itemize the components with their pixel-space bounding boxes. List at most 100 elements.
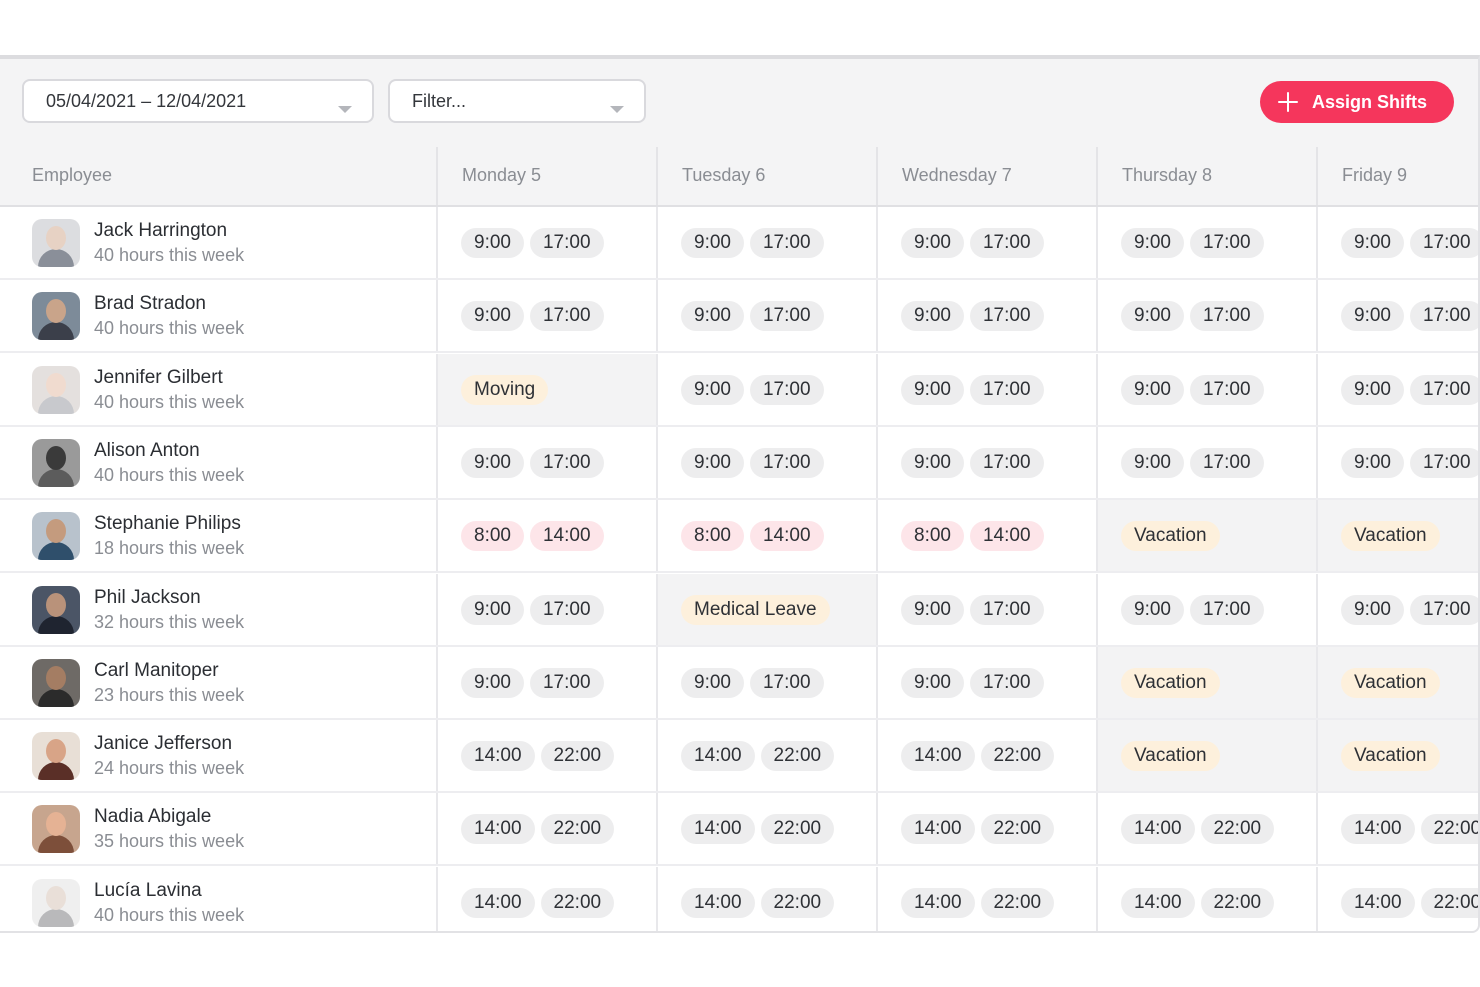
shift-start-chip[interactable]: 9:00	[901, 594, 964, 625]
shift-cell[interactable]: 9:00 17:00	[1098, 207, 1318, 278]
shift-cell[interactable]: 14:00 22:00	[878, 793, 1098, 865]
shift-end-chip[interactable]: 17:00	[1189, 594, 1264, 625]
shift-start-chip[interactable]: 14:00	[1341, 887, 1415, 918]
shift-start-chip[interactable]: 14:00	[1341, 814, 1415, 845]
shift-cell[interactable]: 14:00 22:00	[1098, 866, 1318, 931]
employee-cell[interactable]: Phil Jackson 32 hours this week	[0, 573, 438, 645]
shift-end-chip[interactable]: 17:00	[1189, 228, 1264, 258]
shift-start-chip[interactable]: 9:00	[1341, 447, 1404, 478]
employee-cell[interactable]: Stephanie Philips 18 hours this week	[0, 500, 438, 572]
shift-cell[interactable]: 8:00 14:00	[658, 500, 878, 572]
shift-cell[interactable]: 9:00 17:00	[1318, 207, 1478, 278]
shift-cell[interactable]: 9:00 17:00	[1098, 353, 1318, 425]
shift-start-chip[interactable]: 9:00	[901, 228, 964, 258]
shift-start-chip[interactable]: 9:00	[1121, 301, 1184, 332]
assign-shifts-button[interactable]: Assign Shifts	[1260, 81, 1454, 123]
status-badge[interactable]: Vacation	[1341, 741, 1440, 772]
shift-start-chip[interactable]: 9:00	[461, 301, 524, 332]
shift-start-chip[interactable]: 9:00	[901, 374, 964, 405]
shift-start-chip[interactable]: 9:00	[1341, 228, 1404, 258]
shift-start-chip[interactable]: 9:00	[681, 667, 744, 698]
shift-end-chip[interactable]: 17:00	[1409, 594, 1478, 625]
shift-cell[interactable]: 9:00 17:00	[438, 426, 658, 498]
status-cell[interactable]: Vacation	[1318, 500, 1478, 572]
status-badge[interactable]: Vacation	[1341, 521, 1440, 552]
shift-start-chip[interactable]: 14:00	[681, 741, 755, 772]
shift-end-chip[interactable]: 17:00	[1409, 374, 1478, 405]
shift-cell[interactable]: 9:00 17:00	[878, 353, 1098, 425]
shift-cell[interactable]: 9:00 17:00	[878, 426, 1098, 498]
shift-end-chip[interactable]: 17:00	[969, 301, 1044, 332]
shift-start-chip[interactable]: 14:00	[461, 814, 535, 845]
shift-end-chip[interactable]: 17:00	[749, 374, 824, 405]
shift-cell[interactable]: 9:00 17:00	[1098, 280, 1318, 352]
shift-cell[interactable]: 14:00 22:00	[878, 866, 1098, 931]
shift-end-chip[interactable]: 22:00	[760, 741, 835, 772]
shift-end-chip[interactable]: 17:00	[1189, 374, 1264, 405]
shift-start-chip[interactable]: 9:00	[461, 594, 524, 625]
shift-cell[interactable]: 8:00 14:00	[878, 500, 1098, 572]
shift-cell[interactable]: 9:00 17:00	[438, 646, 658, 718]
shift-cell[interactable]: 14:00 22:00	[1318, 867, 1478, 931]
status-badge[interactable]: Moving	[461, 374, 549, 405]
employee-cell[interactable]: Alison Anton 40 hours this week	[0, 426, 438, 498]
shift-end-chip[interactable]: 14:00	[969, 521, 1044, 552]
status-badge[interactable]: Vacation	[1121, 667, 1220, 698]
shift-start-chip[interactable]: 14:00	[461, 741, 535, 772]
shift-end-chip[interactable]: 17:00	[529, 301, 604, 332]
status-badge[interactable]: Vacation	[1121, 521, 1220, 552]
shift-start-chip[interactable]: 9:00	[461, 228, 524, 258]
shift-start-chip[interactable]: 9:00	[1121, 374, 1184, 405]
shift-start-chip[interactable]: 8:00	[681, 521, 744, 552]
shift-cell[interactable]: 9:00 17:00	[438, 207, 658, 278]
shift-start-chip[interactable]: 9:00	[1341, 594, 1404, 625]
shift-end-chip[interactable]: 22:00	[540, 741, 615, 772]
employee-cell[interactable]: Carl Manitoper 23 hours this week	[0, 646, 438, 718]
shift-start-chip[interactable]: 9:00	[1341, 301, 1404, 332]
shift-start-chip[interactable]: 9:00	[901, 447, 964, 478]
shift-start-chip[interactable]: 9:00	[461, 667, 524, 698]
status-badge[interactable]: Medical Leave	[681, 594, 830, 625]
shift-end-chip[interactable]: 22:00	[760, 814, 835, 845]
shift-end-chip[interactable]: 17:00	[1409, 301, 1478, 332]
status-cell[interactable]: Medical Leave	[658, 573, 878, 645]
shift-cell[interactable]: 9:00 17:00	[878, 280, 1098, 352]
shift-end-chip[interactable]: 17:00	[529, 228, 604, 258]
employee-cell[interactable]: Lucía Lavina 40 hours this week	[0, 866, 438, 931]
shift-cell[interactable]: 9:00 17:00	[1318, 574, 1478, 645]
shift-cell[interactable]: 9:00 17:00	[1098, 573, 1318, 645]
shift-end-chip[interactable]: 22:00	[1420, 887, 1478, 918]
shift-end-chip[interactable]: 17:00	[529, 667, 604, 698]
shift-cell[interactable]: 14:00 22:00	[1098, 793, 1318, 865]
employee-cell[interactable]: Jack Harrington 40 hours this week	[0, 207, 438, 278]
shift-cell[interactable]: 14:00 22:00	[658, 793, 878, 865]
shift-start-chip[interactable]: 8:00	[461, 521, 524, 552]
shift-end-chip[interactable]: 17:00	[1409, 447, 1478, 478]
shift-end-chip[interactable]: 17:00	[1189, 447, 1264, 478]
shift-end-chip[interactable]: 17:00	[1189, 301, 1264, 332]
shift-end-chip[interactable]: 14:00	[749, 521, 824, 552]
shift-start-chip[interactable]: 9:00	[681, 228, 744, 258]
shift-start-chip[interactable]: 14:00	[681, 814, 755, 845]
shift-end-chip[interactable]: 22:00	[980, 741, 1055, 772]
employee-cell[interactable]: Jennifer Gilbert 40 hours this week	[0, 353, 438, 425]
shift-start-chip[interactable]: 9:00	[901, 301, 964, 332]
date-range-select[interactable]: 05/04/2021 – 12/04/2021	[22, 79, 374, 123]
status-cell[interactable]: Vacation	[1098, 500, 1318, 572]
shift-start-chip[interactable]: 9:00	[681, 447, 744, 478]
shift-start-chip[interactable]: 9:00	[1341, 374, 1404, 405]
shift-end-chip[interactable]: 22:00	[760, 887, 835, 918]
shift-cell[interactable]: 9:00 17:00	[1318, 427, 1478, 498]
shift-cell[interactable]: 9:00 17:00	[438, 573, 658, 645]
shift-start-chip[interactable]: 9:00	[1121, 447, 1184, 478]
status-cell[interactable]: Vacation	[1318, 720, 1478, 792]
shift-start-chip[interactable]: 14:00	[681, 887, 755, 918]
shift-start-chip[interactable]: 9:00	[1121, 594, 1184, 625]
shift-start-chip[interactable]: 14:00	[901, 887, 975, 918]
shift-cell[interactable]: 14:00 22:00	[1318, 793, 1478, 864]
shift-cell[interactable]: 9:00 17:00	[658, 353, 878, 425]
shift-end-chip[interactable]: 22:00	[1200, 887, 1275, 918]
shift-end-chip[interactable]: 22:00	[980, 887, 1055, 918]
shift-start-chip[interactable]: 14:00	[1121, 814, 1195, 845]
shift-end-chip[interactable]: 22:00	[1200, 814, 1275, 845]
